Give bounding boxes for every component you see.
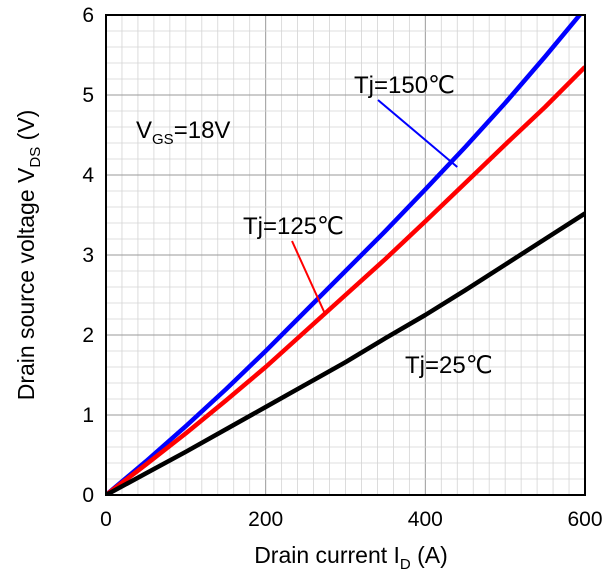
condition-label: VGS=18V — [136, 117, 230, 148]
tick-labels: 0 200 400 600 0 1 2 3 4 5 6 — [82, 4, 602, 531]
annotation-leader-0 — [377, 99, 458, 168]
x-axis-label: Drain current ID (A) — [254, 542, 448, 573]
y-tick-label: 2 — [82, 324, 94, 347]
y-tick-label: 3 — [82, 244, 94, 267]
annotation-leader-1 — [291, 240, 327, 316]
grid — [106, 15, 585, 495]
curves — [106, 15, 585, 495]
label-tj-25: Tj=25℃ — [405, 352, 493, 379]
y-tick-label: 6 — [82, 4, 94, 27]
x-tick-label: 400 — [408, 508, 443, 531]
y-axis-label: Drain source voltage VDS (V) — [13, 110, 44, 401]
label-tj-125: Tj=125℃ — [243, 213, 344, 240]
series-line-0 — [106, 15, 583, 495]
series-line-2 — [106, 211, 585, 495]
x-tick-label: 200 — [248, 508, 283, 531]
x-tick-label: 0 — [100, 508, 112, 531]
y-tick-label: 1 — [82, 404, 94, 427]
y-tick-label: 4 — [82, 164, 94, 187]
x-tick-label: 600 — [567, 508, 602, 531]
y-tick-label: 0 — [82, 484, 94, 507]
series-line-1 — [106, 65, 585, 495]
annotation-leaders — [291, 99, 458, 316]
label-tj-150: Tj=150℃ — [354, 72, 455, 99]
plot-frame — [105, 14, 586, 496]
y-tick-label: 5 — [82, 84, 94, 107]
